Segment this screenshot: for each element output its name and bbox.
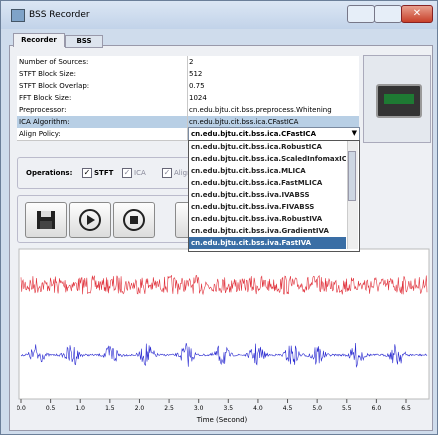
x-tick-label: 2.5 [164, 405, 174, 412]
property-name: STFT Block Size: [19, 70, 76, 78]
x-tick-label: 3.5 [224, 405, 234, 412]
dropdown-item[interactable]: cn.edu.bjtu.cit.bss.iva.RobustIVA [189, 213, 346, 225]
play-icon [70, 203, 110, 237]
title-bar: BSS Recorder ✕ [1, 1, 437, 29]
x-tick-label: 5.5 [342, 405, 352, 412]
property-name: Preprocessor: [19, 106, 66, 114]
window: BSS Recorder ✕ Recorder BSS Operations: … [0, 0, 438, 435]
column-divider [187, 80, 188, 92]
operations-label: Operations: [26, 169, 72, 177]
save-button[interactable] [25, 202, 67, 238]
x-tick-label: 0.0 [17, 405, 26, 412]
operations-panel: Operations: ✓STFT✓ICA✓Align [17, 157, 191, 189]
property-value: 1024 [189, 94, 357, 102]
stop-button[interactable] [113, 202, 155, 238]
x-tick-label: 6.5 [401, 405, 411, 412]
stop-icon [114, 203, 154, 237]
column-divider [187, 92, 188, 104]
device-image [363, 55, 431, 143]
dropdown-item[interactable]: cn.edu.bjtu.cit.bss.iva.IVABSS [189, 189, 346, 201]
property-name: ICA Algorithm: [19, 118, 70, 126]
dropdown-item[interactable]: cn.edu.bjtu.cit.bss.ica.FastMLICA [189, 177, 346, 189]
dropdown-item[interactable]: cn.edu.bjtu.cit.bss.ica.RobustICA [189, 141, 346, 153]
tab[interactable]: Recorder [13, 33, 65, 47]
x-tick-label: 5.0 [312, 405, 322, 412]
dropdown-item[interactable]: cn.edu.bjtu.cit.bss.iva.GradientIVA [189, 225, 346, 237]
property-value: 2 [189, 58, 357, 66]
property-value[interactable]: cn.edu.bjtu.cit.bss.ica.CFastICA [189, 118, 357, 126]
checkbox[interactable]: ✓ [122, 168, 132, 178]
column-divider [187, 68, 188, 80]
x-tick-label: 2.0 [135, 405, 145, 412]
dropdown-item[interactable]: cn.edu.bjtu.cit.bss.ica.MLICA [189, 165, 346, 177]
scroll-thumb [348, 151, 356, 201]
maximize-button[interactable] [374, 5, 402, 23]
plot-area [19, 249, 429, 399]
property-value: 512 [189, 70, 357, 78]
column-divider [187, 104, 188, 116]
play-button[interactable] [69, 202, 111, 238]
column-divider [187, 56, 188, 68]
x-tick-label: 3.0 [194, 405, 204, 412]
property-name: FFT Block Size: [19, 94, 71, 102]
column-divider [187, 116, 188, 128]
device-icon [376, 84, 422, 118]
window-title: BSS Recorder [29, 10, 90, 20]
device-screen [384, 94, 414, 104]
property-value: 0.75 [189, 82, 357, 90]
column-divider [187, 128, 188, 140]
property-value: cn.edu.bjtu.cit.bss.preprocess.Whitening [189, 106, 357, 114]
property-name: Number of Sources: [19, 58, 88, 66]
save-icon [26, 203, 66, 237]
dropdown-item[interactable]: cn.edu.bjtu.cit.bss.ica.ScaledInfomaxIC [189, 153, 346, 165]
checkbox[interactable]: ✓ [82, 168, 92, 178]
x-tick-label: 1.5 [105, 405, 115, 412]
x-tick-label: 1.0 [75, 405, 85, 412]
x-tick-label: 0.5 [46, 405, 56, 412]
close-button[interactable]: ✕ [401, 5, 433, 23]
property-name: Align Policy: [19, 130, 61, 138]
x-tick-label: 4.0 [253, 405, 263, 412]
x-tick-label: 4.5 [283, 405, 293, 412]
x-axis-label: Time (Second) [196, 416, 248, 424]
x-tick-label: 6.0 [372, 405, 382, 412]
dropdown-item[interactable]: cn.edu.bjtu.cit.bss.iva.FIVABSS [189, 201, 346, 213]
checkbox-label: ICA [134, 169, 146, 177]
property-name: STFT Block Overlap: [19, 82, 89, 90]
tab[interactable]: BSS [65, 35, 103, 48]
minimize-button[interactable] [347, 5, 375, 23]
checkbox[interactable]: ✓ [162, 168, 172, 178]
checkbox-label: STFT [94, 169, 113, 177]
waveform-plot: Time (Second) 0.0 0.5 1.0 1.5 2.0 2.5 3.0 3.5 4.… [17, 247, 431, 429]
dropdown-item[interactable]: cn.edu.bjtu.cit.bss.iva.FastIVA [189, 237, 346, 249]
app-icon [11, 9, 25, 22]
